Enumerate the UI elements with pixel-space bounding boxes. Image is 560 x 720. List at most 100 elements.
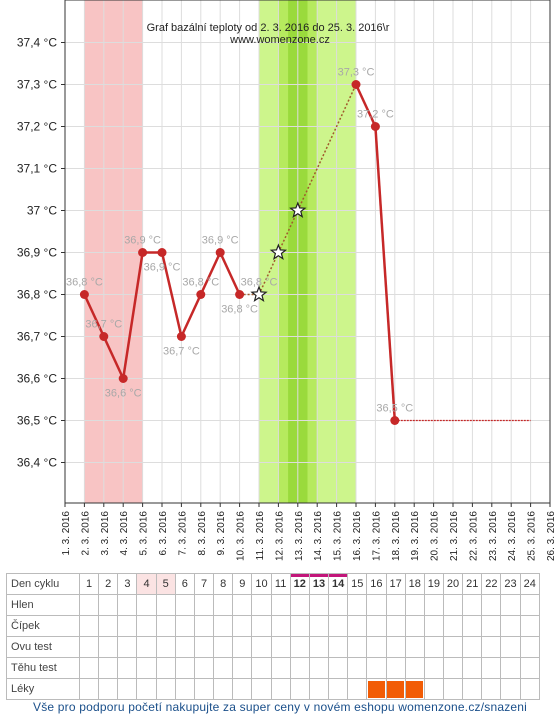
y-tick-label: 37 °C xyxy=(27,204,57,218)
cell xyxy=(308,615,330,637)
data-point xyxy=(215,248,225,257)
cell xyxy=(78,636,100,658)
x-tick-label: 9. 3. 2016 xyxy=(216,511,227,556)
cell xyxy=(193,657,215,679)
cell xyxy=(232,678,253,700)
x-tick-label: 25. 3. 2016 xyxy=(527,511,538,561)
table-row: Těhu test xyxy=(6,657,541,679)
series-segment xyxy=(83,293,105,338)
cell xyxy=(251,615,272,637)
data-point xyxy=(390,416,400,425)
x-tick-label: 15. 3. 2016 xyxy=(333,511,344,561)
y-tick-label: 36,9 °C xyxy=(17,246,57,260)
cell: 20 xyxy=(442,573,464,595)
cell xyxy=(117,678,138,700)
cell: 5 xyxy=(155,573,176,595)
x-tick-label: 21. 3. 2016 xyxy=(449,511,460,561)
cell xyxy=(347,594,368,616)
cell: 24 xyxy=(519,573,541,595)
cell xyxy=(155,615,176,637)
cell xyxy=(174,615,195,637)
cell xyxy=(500,636,521,658)
cell xyxy=(193,594,215,616)
table-row: Hlen xyxy=(6,594,541,616)
x-tick-label: 2. 3. 2016 xyxy=(80,511,91,556)
cell xyxy=(442,594,464,616)
data-label: 36,9 °C xyxy=(144,262,181,274)
series-segment xyxy=(354,83,377,128)
y-tick-label: 37,2 °C xyxy=(17,120,57,134)
data-label: 36,7 °C xyxy=(163,346,200,358)
x-tick-label: 23. 3. 2016 xyxy=(488,511,499,561)
cell xyxy=(385,678,406,700)
cell: 8 xyxy=(213,573,234,595)
medication-marker xyxy=(406,680,424,698)
table-row: Čípek xyxy=(6,615,541,637)
row-label: Léky xyxy=(6,678,80,700)
cell: 19 xyxy=(423,573,444,595)
cell xyxy=(98,636,119,658)
cell xyxy=(232,615,253,637)
data-label: 36,9 °C xyxy=(124,235,161,247)
cell xyxy=(251,636,272,658)
star-point xyxy=(269,243,288,260)
cell xyxy=(193,636,215,658)
cell xyxy=(98,615,119,637)
cell xyxy=(78,657,100,679)
y-tick-label: 36,8 °C xyxy=(17,288,57,302)
row-label: Den cyklu xyxy=(6,573,80,595)
cell xyxy=(328,615,349,637)
x-tick-label: 12. 3. 2016 xyxy=(274,511,285,561)
y-tick-label: 36,6 °C xyxy=(17,372,57,386)
cell xyxy=(385,657,406,679)
cell xyxy=(404,594,425,616)
x-tick-label: 4. 3. 2016 xyxy=(119,511,130,556)
footer-link[interactable]: Vše pro podporu početí nakupujte za supe… xyxy=(32,700,528,714)
cell xyxy=(98,678,119,700)
cell xyxy=(519,615,541,637)
series-segment xyxy=(121,252,144,379)
cell xyxy=(481,657,502,679)
cell xyxy=(366,594,387,616)
cell: 13 xyxy=(308,573,330,595)
cell xyxy=(366,636,387,658)
cell: 14 xyxy=(328,573,349,595)
cell xyxy=(442,678,464,700)
y-tick-label: 36,7 °C xyxy=(17,330,57,344)
x-tick-label: 22. 3. 2016 xyxy=(468,511,479,561)
cell xyxy=(347,636,368,658)
cell xyxy=(174,678,195,700)
cell xyxy=(404,636,425,658)
cell xyxy=(366,615,387,637)
cell: 16 xyxy=(366,573,387,595)
cell xyxy=(270,678,291,700)
x-tick-label: 3. 3. 2016 xyxy=(100,511,111,556)
star-point xyxy=(289,201,307,218)
series-segment xyxy=(297,84,357,211)
cell: 17 xyxy=(385,573,406,595)
cell: 2 xyxy=(98,573,119,595)
cell xyxy=(136,636,157,658)
table-row: Den cyklu 1 2 3 4 5 6 7 8 9 10 11 12 13 14 15 16 17 18 19 20… xyxy=(6,573,541,595)
cell xyxy=(155,678,176,700)
x-tick-label: 26. 3. 2016 xyxy=(546,511,557,561)
data-point xyxy=(118,374,128,383)
cell xyxy=(423,636,444,658)
cell xyxy=(289,636,310,658)
cell xyxy=(423,657,444,679)
data-point xyxy=(235,290,245,299)
cell xyxy=(270,636,291,658)
cell: 22 xyxy=(481,573,502,595)
x-tick-label: 7. 3. 2016 xyxy=(177,511,188,556)
row-label: Čípek xyxy=(6,615,80,637)
cell xyxy=(232,636,253,658)
cell xyxy=(213,678,234,700)
y-tick-label: 36,5 °C xyxy=(17,414,57,428)
cell xyxy=(213,636,234,658)
cell xyxy=(270,594,291,616)
series-segment xyxy=(160,252,183,337)
cell xyxy=(442,657,464,679)
cell xyxy=(289,615,310,637)
x-tick-label: 10. 3. 2016 xyxy=(236,511,247,561)
cell xyxy=(500,678,521,700)
